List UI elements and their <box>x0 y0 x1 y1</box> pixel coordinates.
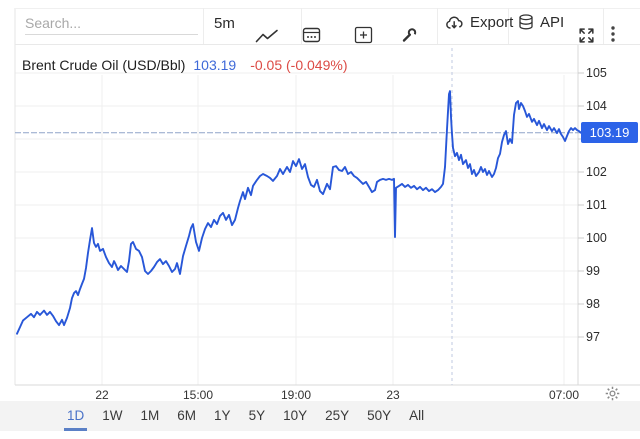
y-axis-label: 97 <box>586 330 600 344</box>
x-axis-label: 19:00 <box>280 388 312 402</box>
chart-type-icon[interactable] <box>255 14 279 58</box>
y-axis-label: 98 <box>586 297 600 311</box>
more-menu-icon[interactable] <box>610 12 616 56</box>
tools-wrench-icon[interactable] <box>400 13 419 57</box>
cloud-download-icon <box>446 15 463 29</box>
export-label: Export <box>470 13 514 31</box>
current-price-badge: 103.19 <box>581 122 638 144</box>
widget-top-border <box>15 8 640 9</box>
search-input[interactable] <box>25 11 198 35</box>
tab-1w[interactable]: 1W <box>102 408 123 423</box>
tab-25y[interactable]: 25Y <box>325 408 350 423</box>
x-axis-label: 07:00 <box>548 388 580 402</box>
interval-select[interactable]: 5m <box>214 14 235 32</box>
y-axis-label: 100 <box>586 231 607 245</box>
range-tabs: 1D 1W 1M 6M 1Y 5Y 10Y 25Y 50Y All <box>0 401 640 431</box>
tab-all[interactable]: All <box>409 408 425 423</box>
compare-add-icon[interactable] <box>354 13 373 57</box>
x-axis-label: 22 <box>95 388 109 402</box>
toolbar-bottom-border <box>15 44 640 45</box>
toolbar-separator <box>203 8 204 44</box>
api-label: API <box>540 13 565 31</box>
y-axis-label: 99 <box>586 264 600 278</box>
tab-1y[interactable]: 1Y <box>214 408 231 423</box>
tab-50y[interactable]: 50Y <box>367 408 392 423</box>
tab-1d[interactable]: 1D <box>64 401 88 431</box>
toolbar-separator <box>603 8 604 44</box>
fullscreen-icon[interactable] <box>577 13 596 57</box>
axis-settings-gear-icon[interactable] <box>605 386 620 406</box>
last-price: 103.19 <box>193 57 237 73</box>
x-axis-label: 15:00 <box>182 388 214 402</box>
y-axis-label: 102 <box>586 165 607 179</box>
y-axis-label: 101 <box>586 198 607 212</box>
y-axis-label: 104 <box>586 99 607 113</box>
instrument-name: Brent Crude Oil (USD/Bbl) <box>22 57 186 73</box>
toolbar: 5m <box>0 0 640 45</box>
api-button[interactable]: API <box>517 11 564 33</box>
tab-5y[interactable]: 5Y <box>248 408 266 423</box>
chart-title: Brent Crude Oil (USD/Bbl) 103.19 -0.05 (-0… <box>22 57 348 73</box>
x-axis-label: 23 <box>386 388 400 402</box>
export-button[interactable]: Export <box>444 11 513 33</box>
price-change: -0.05 (-0.049%) <box>250 57 348 73</box>
toolbar-separator <box>301 8 302 44</box>
tab-6m[interactable]: 6M <box>177 408 197 423</box>
toolbar-separator <box>508 8 509 44</box>
y-axis-label: 105 <box>586 66 607 80</box>
calendar-icon[interactable] <box>302 13 321 57</box>
database-icon <box>519 14 533 30</box>
tab-10y[interactable]: 10Y <box>283 408 308 423</box>
toolbar-separator <box>437 8 438 44</box>
tab-1m[interactable]: 1M <box>140 408 160 423</box>
price-series-line <box>16 90 582 335</box>
